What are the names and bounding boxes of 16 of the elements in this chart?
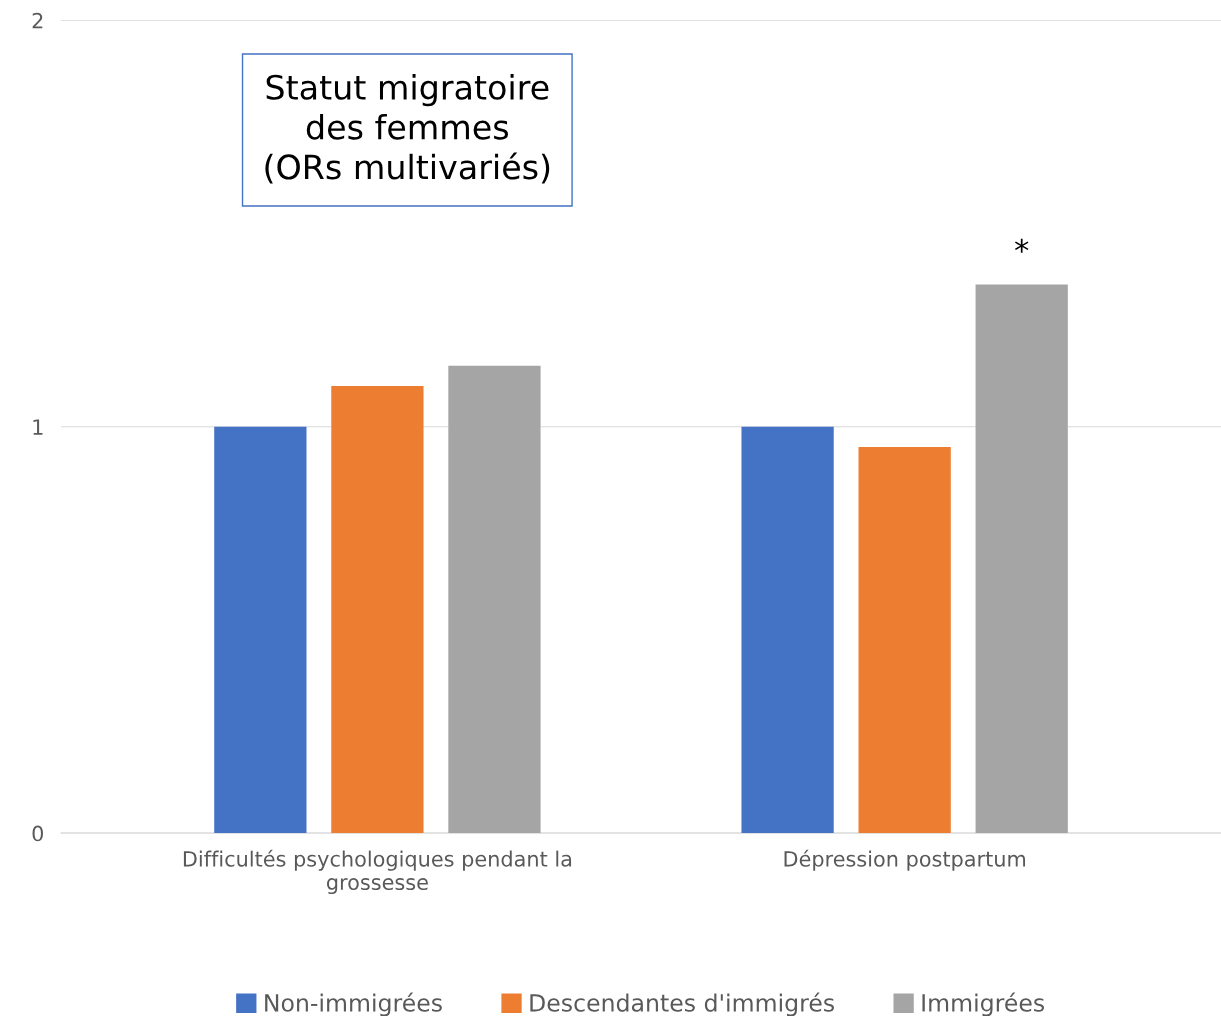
legend-label: Descendantes d'immigrés	[530, 992, 834, 1016]
bar	[975, 284, 1068, 834]
text: Statut migratoire des femmes (ORs multivariés)	[265, 74, 550, 184]
y-tick-label: 1	[33, 419, 43, 435]
bar	[448, 365, 541, 834]
bar	[858, 447, 951, 834]
y-tick-label: 0	[32, 825, 43, 842]
bar	[741, 426, 834, 834]
bar	[331, 386, 424, 834]
legend-label: Non-immigrées	[265, 992, 442, 1016]
annotation: *	[1014, 238, 1029, 253]
y-tick-label: 2	[32, 12, 43, 29]
legend-label: Immigrées	[922, 992, 1045, 1016]
x-tick-label: Dépression postpartum	[784, 849, 1026, 871]
x-tick-label: Difficultés psychologiques pendant la grossesse	[183, 849, 572, 895]
bar	[214, 426, 307, 834]
